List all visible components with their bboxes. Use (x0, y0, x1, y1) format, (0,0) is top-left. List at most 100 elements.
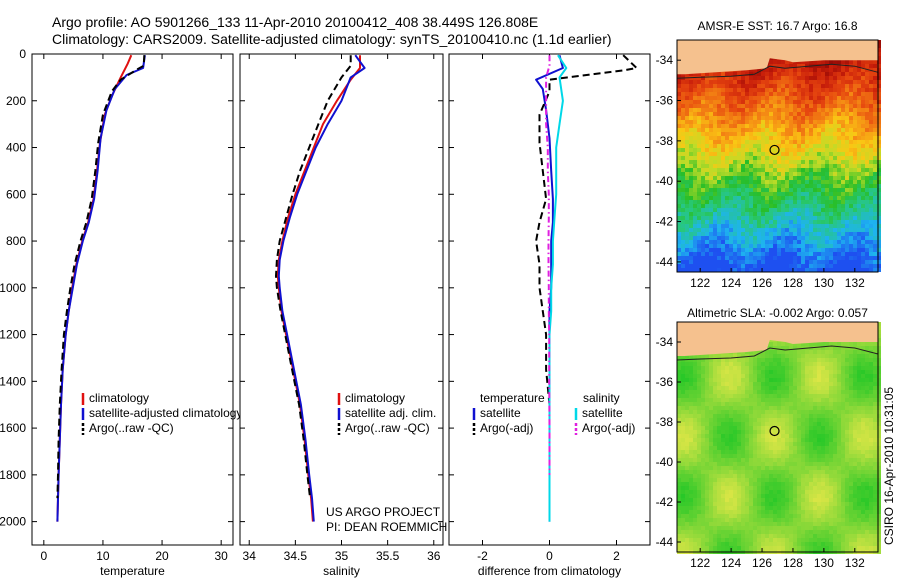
field-cell (865, 354, 869, 358)
field-cell (725, 394, 729, 398)
field-cell (717, 248, 721, 252)
field-cell (769, 358, 773, 362)
field-cell (705, 208, 709, 212)
field-cell (761, 418, 765, 422)
field-cell (733, 402, 737, 406)
field-cell (677, 450, 681, 454)
field-cell (773, 450, 777, 454)
field-cell (681, 92, 685, 96)
field-cell (741, 248, 745, 252)
field-cell (865, 96, 869, 100)
field-cell (713, 434, 717, 438)
field-cell (765, 244, 769, 248)
field-cell (865, 228, 869, 232)
field-cell (713, 188, 717, 192)
field-cell (741, 458, 745, 462)
field-cell (789, 64, 793, 68)
field-cell (873, 120, 877, 124)
field-cell (777, 378, 781, 382)
field-cell (861, 168, 865, 172)
field-cell (845, 168, 849, 172)
field-cell (837, 346, 841, 350)
field-cell (729, 172, 733, 176)
field-cell (765, 418, 769, 422)
field-cell (745, 192, 749, 196)
field-cell (877, 212, 881, 216)
field-cell (789, 148, 793, 152)
field-cell (869, 64, 873, 68)
field-cell (697, 378, 701, 382)
field-cell (813, 374, 817, 378)
field-cell (813, 196, 817, 200)
field-cell (701, 140, 705, 144)
field-cell (693, 362, 697, 366)
field-cell (841, 354, 845, 358)
field-cell (793, 168, 797, 172)
field-cell (677, 120, 681, 124)
field-cell (837, 132, 841, 136)
field-cell (849, 124, 853, 128)
field-cell (833, 76, 837, 80)
field-cell (697, 144, 701, 148)
field-cell (701, 446, 705, 450)
field-cell (769, 390, 773, 394)
field-cell (845, 140, 849, 144)
side-timestamp: CSIRO 16-Apr-2010 10:31:05 (882, 387, 896, 545)
field-cell (865, 152, 869, 156)
field-cell (845, 124, 849, 128)
field-cell (721, 192, 725, 196)
field-cell (877, 216, 881, 220)
field-cell (745, 160, 749, 164)
field-cell (717, 188, 721, 192)
field-cell (773, 204, 777, 208)
field-cell (817, 232, 821, 236)
field-cell (849, 394, 853, 398)
field-cell (849, 228, 853, 232)
field-cell (693, 172, 697, 176)
field-cell (725, 260, 729, 264)
field-cell (769, 152, 773, 156)
field-cell (713, 84, 717, 88)
field-cell (801, 374, 805, 378)
field-cell (741, 434, 745, 438)
field-cell (785, 132, 789, 136)
field-cell (733, 358, 737, 362)
field-cell (869, 418, 873, 422)
field-cell (829, 120, 833, 124)
field-cell (717, 418, 721, 422)
field-cell (705, 458, 709, 462)
field-cell (877, 374, 881, 378)
field-cell (861, 140, 865, 144)
field-cell (817, 240, 821, 244)
field-cell (773, 394, 777, 398)
field-cell (781, 116, 785, 120)
field-cell (801, 370, 805, 374)
field-cell (813, 268, 817, 272)
field-cell (821, 60, 825, 64)
field-cell (777, 200, 781, 204)
field-cell (845, 212, 849, 216)
field-cell (849, 116, 853, 120)
field-cell (809, 132, 813, 136)
field-cell (785, 88, 789, 92)
field-cell (849, 160, 853, 164)
field-cell (813, 450, 817, 454)
field-cell (701, 208, 705, 212)
field-cell (717, 358, 721, 362)
field-cell (877, 144, 881, 148)
field-cell (765, 88, 769, 92)
field-cell (813, 116, 817, 120)
field-cell (725, 88, 729, 92)
field-cell (813, 104, 817, 108)
field-cell (837, 378, 841, 382)
field-cell (857, 196, 861, 200)
field-cell (733, 200, 737, 204)
field-cell (749, 112, 753, 116)
field-cell (701, 418, 705, 422)
field-cell (813, 168, 817, 172)
field-cell (809, 240, 813, 244)
field-cell (853, 192, 857, 196)
field-cell (801, 350, 805, 354)
field-cell (761, 398, 765, 402)
